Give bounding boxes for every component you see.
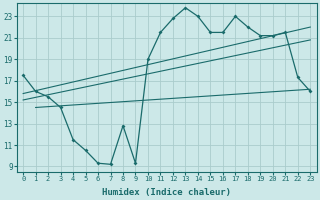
- X-axis label: Humidex (Indice chaleur): Humidex (Indice chaleur): [102, 188, 231, 197]
